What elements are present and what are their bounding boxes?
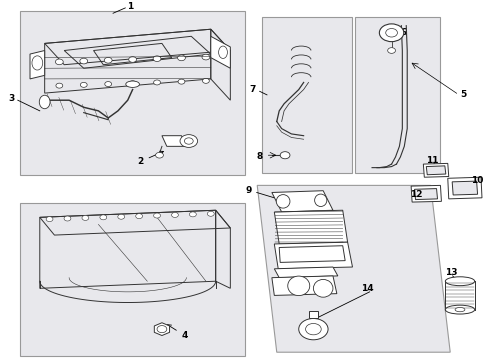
Circle shape <box>177 55 185 61</box>
Circle shape <box>280 152 290 159</box>
Circle shape <box>178 79 185 84</box>
Polygon shape <box>272 276 337 296</box>
Text: 6: 6 <box>400 27 407 36</box>
Circle shape <box>105 82 112 86</box>
Circle shape <box>379 24 404 42</box>
Circle shape <box>118 214 124 219</box>
Circle shape <box>46 217 53 222</box>
Circle shape <box>180 135 197 147</box>
Polygon shape <box>426 166 446 175</box>
Ellipse shape <box>455 307 465 312</box>
Polygon shape <box>279 246 345 262</box>
Circle shape <box>154 80 160 85</box>
Polygon shape <box>154 323 170 336</box>
Text: 4: 4 <box>168 325 188 340</box>
Circle shape <box>154 213 160 218</box>
Circle shape <box>80 58 88 64</box>
Polygon shape <box>411 185 441 202</box>
Polygon shape <box>30 50 45 79</box>
Circle shape <box>156 152 163 158</box>
Bar <box>355 17 441 173</box>
Polygon shape <box>162 136 186 147</box>
Text: 10: 10 <box>471 176 483 185</box>
Text: 2: 2 <box>138 151 164 166</box>
Circle shape <box>55 59 63 65</box>
Circle shape <box>157 325 167 333</box>
Text: 3: 3 <box>8 94 14 103</box>
Text: 5: 5 <box>460 90 466 99</box>
Bar <box>262 17 352 173</box>
Text: 14: 14 <box>361 284 374 293</box>
Circle shape <box>136 214 143 219</box>
Circle shape <box>56 83 63 88</box>
Circle shape <box>172 212 178 217</box>
Circle shape <box>100 215 107 220</box>
Polygon shape <box>211 36 230 68</box>
Ellipse shape <box>32 56 43 70</box>
Circle shape <box>202 54 210 60</box>
Ellipse shape <box>315 194 327 207</box>
Circle shape <box>190 212 196 217</box>
Text: 8: 8 <box>257 153 263 162</box>
Ellipse shape <box>445 277 475 285</box>
Circle shape <box>82 215 89 220</box>
Polygon shape <box>274 210 347 244</box>
Text: 11: 11 <box>426 156 438 165</box>
Text: 13: 13 <box>445 268 458 277</box>
Polygon shape <box>274 242 352 269</box>
Circle shape <box>129 81 136 86</box>
Circle shape <box>184 138 193 144</box>
Text: 1: 1 <box>127 2 133 11</box>
Circle shape <box>104 58 112 63</box>
Circle shape <box>388 48 395 53</box>
Ellipse shape <box>276 195 290 208</box>
Polygon shape <box>448 177 482 199</box>
Circle shape <box>129 57 137 62</box>
Ellipse shape <box>314 279 333 297</box>
Bar <box>20 203 245 356</box>
Circle shape <box>386 28 397 37</box>
Ellipse shape <box>39 95 50 109</box>
Circle shape <box>299 319 328 340</box>
Ellipse shape <box>126 81 140 87</box>
Text: 9: 9 <box>246 186 252 195</box>
Polygon shape <box>274 267 338 278</box>
Ellipse shape <box>288 276 310 296</box>
Circle shape <box>202 78 209 84</box>
Polygon shape <box>415 189 438 199</box>
Circle shape <box>207 211 214 216</box>
Polygon shape <box>423 163 449 177</box>
Polygon shape <box>309 311 318 319</box>
Text: 12: 12 <box>410 190 423 199</box>
Bar <box>20 12 245 175</box>
Polygon shape <box>272 191 333 212</box>
Circle shape <box>153 56 161 62</box>
Text: 7: 7 <box>249 85 255 94</box>
Ellipse shape <box>445 305 475 314</box>
Circle shape <box>64 216 71 221</box>
Polygon shape <box>257 185 450 352</box>
Polygon shape <box>452 181 478 195</box>
Circle shape <box>80 82 87 87</box>
Circle shape <box>306 323 321 335</box>
Ellipse shape <box>219 46 227 58</box>
